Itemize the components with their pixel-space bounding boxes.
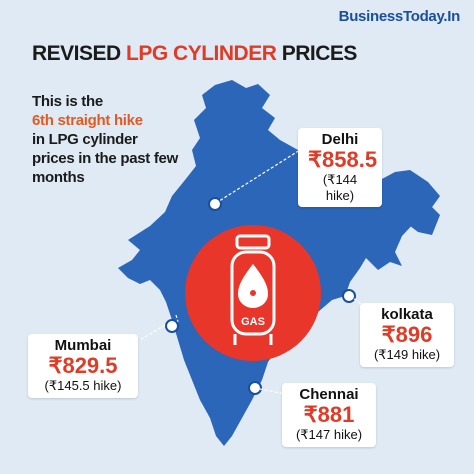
headline-part1: REVISED <box>32 42 127 65</box>
brand-logo: BusinessToday.In <box>338 8 461 25</box>
kolkata-name: kolkata <box>381 306 433 323</box>
northeast-shape <box>402 200 440 235</box>
delhi-name: Delhi <box>321 131 359 148</box>
kolkata-pin <box>342 289 356 303</box>
flame-icon <box>238 264 268 308</box>
delhi-leader <box>215 149 301 204</box>
mumbai-hike: (₹145.5 hike) <box>44 378 122 393</box>
cylinder-icon <box>230 234 276 345</box>
delhi-card: Delhi ₹858.5 (₹144 hike) <box>298 128 382 207</box>
intro-line1: This is the <box>32 93 103 110</box>
headline-highlight: LPG CYLINDER <box>126 42 277 65</box>
gas-label: GAS <box>241 316 265 328</box>
intro-emphasis: 6th straight hike <box>32 112 143 129</box>
mumbai-name: Mumbai <box>54 337 112 354</box>
kolkata-card: kolkata ₹896 (₹149 hike) <box>360 303 454 367</box>
chennai-price: ₹881 <box>303 402 355 427</box>
intro-line3: in LPG cylinder prices in the past few m… <box>32 131 178 186</box>
mumbai-price: ₹829.5 <box>48 353 118 378</box>
headline-part3: PRICES <box>276 42 358 65</box>
kolkata-price: ₹896 <box>381 322 433 347</box>
delhi-price: ₹858.5 <box>308 147 378 172</box>
mumbai-pin <box>165 319 179 333</box>
chennai-leader <box>254 387 291 396</box>
chennai-name: Chennai <box>299 386 359 403</box>
chennai-hike: (₹147 hike) <box>295 427 363 442</box>
headline: REVISED LPG CYLINDER PRICES <box>32 42 357 66</box>
kolkata-hike: (₹149 hike) <box>373 347 441 362</box>
delhi-pin <box>208 197 222 211</box>
intro-text: This is the 6th straight hike in LPG cyl… <box>32 92 182 187</box>
chennai-card: Chennai ₹881 (₹147 hike) <box>282 383 376 447</box>
mumbai-card: Mumbai ₹829.5 (₹145.5 hike) <box>28 334 138 398</box>
delhi-hike: (₹144 hike) <box>322 172 358 203</box>
coast-line <box>175 314 179 323</box>
